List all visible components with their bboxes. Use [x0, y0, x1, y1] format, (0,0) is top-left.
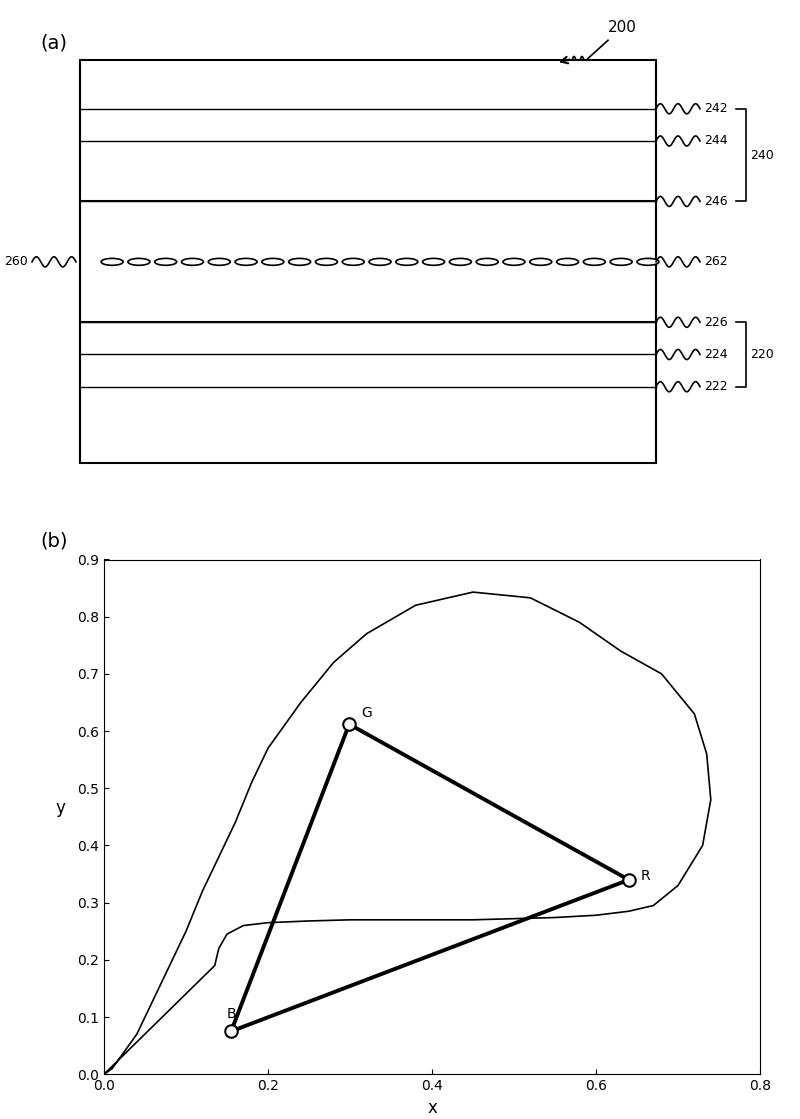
Text: 242: 242: [704, 102, 728, 115]
Text: 226: 226: [704, 316, 728, 329]
Text: R: R: [641, 868, 650, 883]
Bar: [80, 60, 656, 463]
Ellipse shape: [422, 258, 445, 265]
Text: B: B: [227, 1007, 237, 1021]
Y-axis label: y: y: [55, 799, 66, 817]
Text: (a): (a): [40, 34, 67, 53]
Ellipse shape: [557, 258, 578, 265]
Ellipse shape: [450, 258, 471, 265]
Ellipse shape: [315, 258, 338, 265]
Text: 220: 220: [750, 348, 774, 361]
Ellipse shape: [101, 258, 123, 265]
X-axis label: x: x: [427, 1099, 437, 1117]
Text: (b): (b): [40, 532, 67, 551]
Ellipse shape: [342, 258, 364, 265]
Ellipse shape: [128, 258, 150, 265]
Ellipse shape: [262, 258, 284, 265]
Text: 240: 240: [750, 149, 774, 161]
Ellipse shape: [235, 258, 257, 265]
Ellipse shape: [396, 258, 418, 265]
Text: 200: 200: [608, 20, 637, 35]
Text: 222: 222: [704, 380, 728, 393]
Ellipse shape: [503, 258, 525, 265]
Text: G: G: [362, 706, 372, 720]
Text: 246: 246: [704, 195, 728, 208]
Ellipse shape: [154, 258, 177, 265]
Ellipse shape: [637, 258, 659, 265]
Ellipse shape: [182, 258, 203, 265]
Ellipse shape: [610, 258, 632, 265]
Ellipse shape: [289, 258, 310, 265]
Ellipse shape: [208, 258, 230, 265]
Ellipse shape: [583, 258, 606, 265]
Ellipse shape: [369, 258, 391, 265]
Text: 244: 244: [704, 134, 728, 148]
Text: 224: 224: [704, 348, 728, 361]
Text: 260: 260: [4, 255, 28, 269]
Text: 262: 262: [704, 255, 728, 269]
Ellipse shape: [530, 258, 552, 265]
Ellipse shape: [476, 258, 498, 265]
